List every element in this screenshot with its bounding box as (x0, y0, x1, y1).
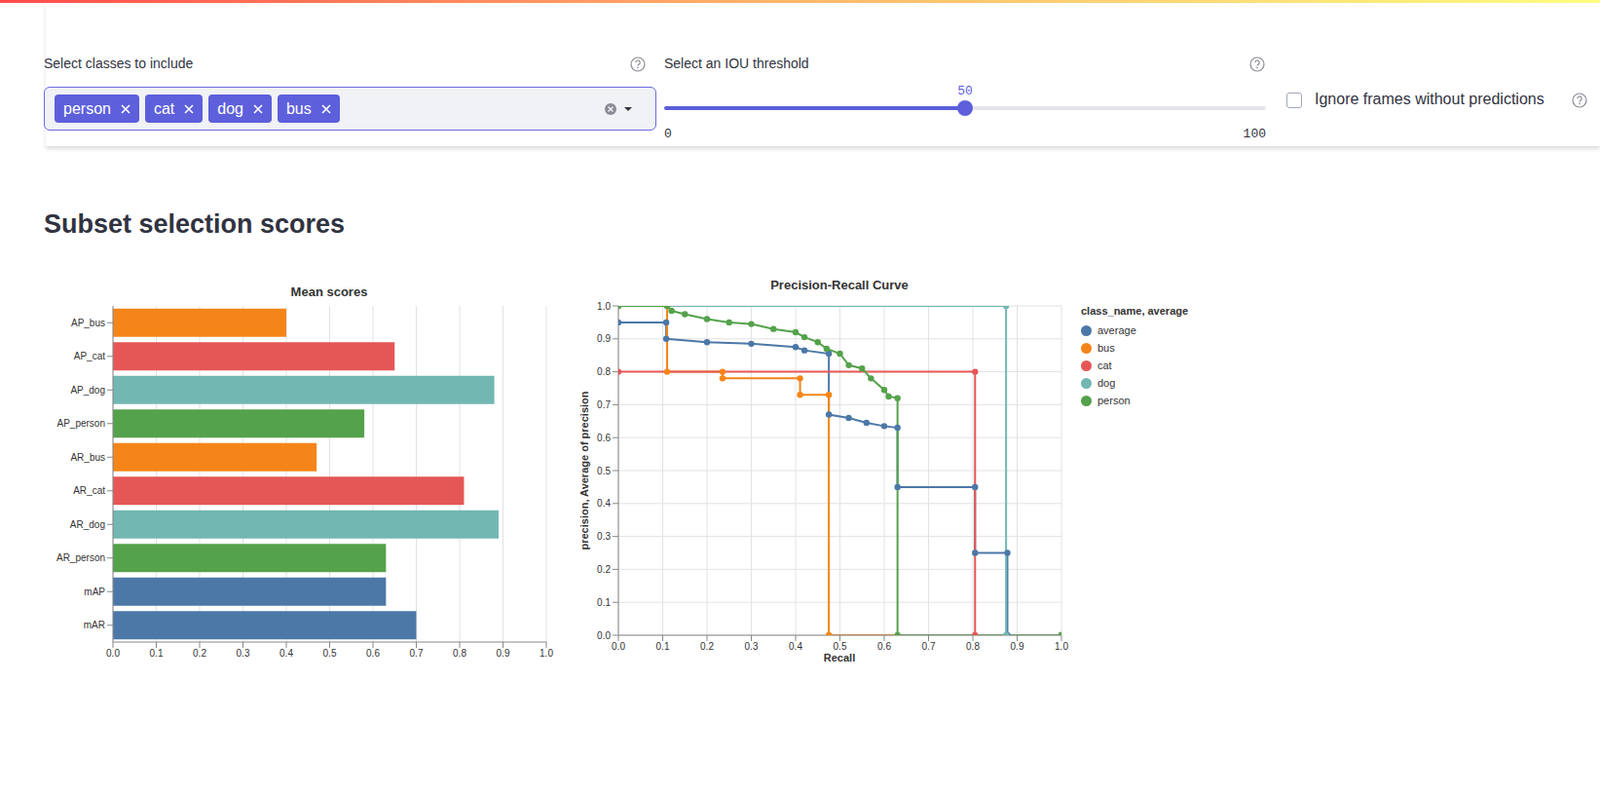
svg-text:0.9: 0.9 (496, 647, 511, 659)
svg-text:0.1: 0.1 (596, 596, 611, 608)
svg-text:0.7: 0.7 (409, 647, 424, 659)
html-text:0: 0 (664, 126, 672, 142)
svg-text:0.5: 0.5 (323, 647, 337, 659)
svg-text:0.9: 0.9 (596, 333, 611, 344)
html-text:Select classes to include: Select classes to include (43, 55, 194, 72)
svg-text:0.0: 0.0 (106, 647, 120, 659)
svg-text:0.3: 0.3 (596, 530, 611, 542)
html-text:class_name, average: class_name, average (1080, 304, 1189, 317)
svg-text:AR_bus: AR_bus (70, 451, 106, 463)
html-text:person: person (1097, 394, 1131, 407)
svg-text:mAP: mAP (83, 586, 106, 597)
html-text:50: 50 (957, 83, 973, 99)
html-text:100: 100 (1243, 126, 1266, 142)
svg-text:0.9: 0.9 (1010, 640, 1025, 652)
html-text:dog: dog (217, 99, 244, 117)
svg-text:1.0: 1.0 (539, 647, 554, 659)
html-text:Subset selection scores: Subset selection scores (43, 209, 345, 239)
svg-text:0.1: 0.1 (656, 640, 670, 652)
html-text:Precision-Recall Curve: Precision-Recall Curve (770, 277, 909, 293)
html-text:cat: cat (153, 99, 175, 117)
svg-text:1.0: 1.0 (1054, 640, 1069, 652)
svg-text:0.8: 0.8 (966, 640, 980, 652)
svg-text:0.8: 0.8 (452, 647, 467, 659)
html-text:bus: bus (1097, 341, 1115, 354)
html-text:precision, Average of precisio: precision, Average of precision (578, 390, 591, 550)
svg-text:0.3: 0.3 (744, 640, 759, 652)
svg-text:0.0: 0.0 (611, 640, 626, 652)
svg-text:AP_cat: AP_cat (74, 350, 106, 362)
svg-text:AP_dog: AP_dog (70, 384, 106, 396)
svg-text:1.0: 1.0 (596, 300, 611, 312)
html-text:Recall: Recall (823, 651, 856, 664)
svg-text:0.4: 0.4 (279, 647, 294, 659)
svg-text:0.2: 0.2 (596, 563, 611, 575)
svg-text:0.6: 0.6 (596, 432, 611, 444)
svg-text:mAR: mAR (83, 619, 106, 631)
svg-text:AP_person: AP_person (57, 417, 106, 429)
svg-text:0.5: 0.5 (833, 640, 848, 652)
svg-text:0.2: 0.2 (192, 647, 207, 659)
html-text:Select an IOU threshold: Select an IOU threshold (664, 55, 809, 72)
html-text:cat: cat (1097, 359, 1112, 372)
html-text:Ignore frames without predicti: Ignore frames without predictions (1314, 90, 1545, 108)
svg-text:AP_bus: AP_bus (71, 317, 106, 329)
svg-text:0.7: 0.7 (596, 399, 611, 410)
svg-text:0.6: 0.6 (366, 647, 380, 659)
svg-text:0.7: 0.7 (922, 640, 936, 652)
svg-text:0.5: 0.5 (596, 465, 611, 477)
svg-text:0.6: 0.6 (877, 640, 892, 652)
svg-text:0.0: 0.0 (596, 630, 611, 641)
svg-text:0.4: 0.4 (596, 497, 611, 509)
svg-text:AR_cat: AR_cat (73, 484, 106, 496)
html-text:bus: bus (286, 99, 312, 117)
svg-text:0.1: 0.1 (149, 647, 164, 659)
svg-text:0.4: 0.4 (788, 640, 803, 652)
html-text:average: average (1097, 324, 1137, 336)
html-text:dog: dog (1097, 376, 1116, 389)
html-text:person: person (63, 99, 111, 117)
html-text:Mean scores: Mean scores (290, 284, 368, 299)
svg-text:AR_person: AR_person (56, 552, 106, 563)
svg-text:0.8: 0.8 (596, 366, 611, 377)
svg-text:0.3: 0.3 (236, 647, 251, 659)
svg-text:0.2: 0.2 (700, 640, 714, 652)
svg-text:AR_dog: AR_dog (70, 519, 106, 530)
